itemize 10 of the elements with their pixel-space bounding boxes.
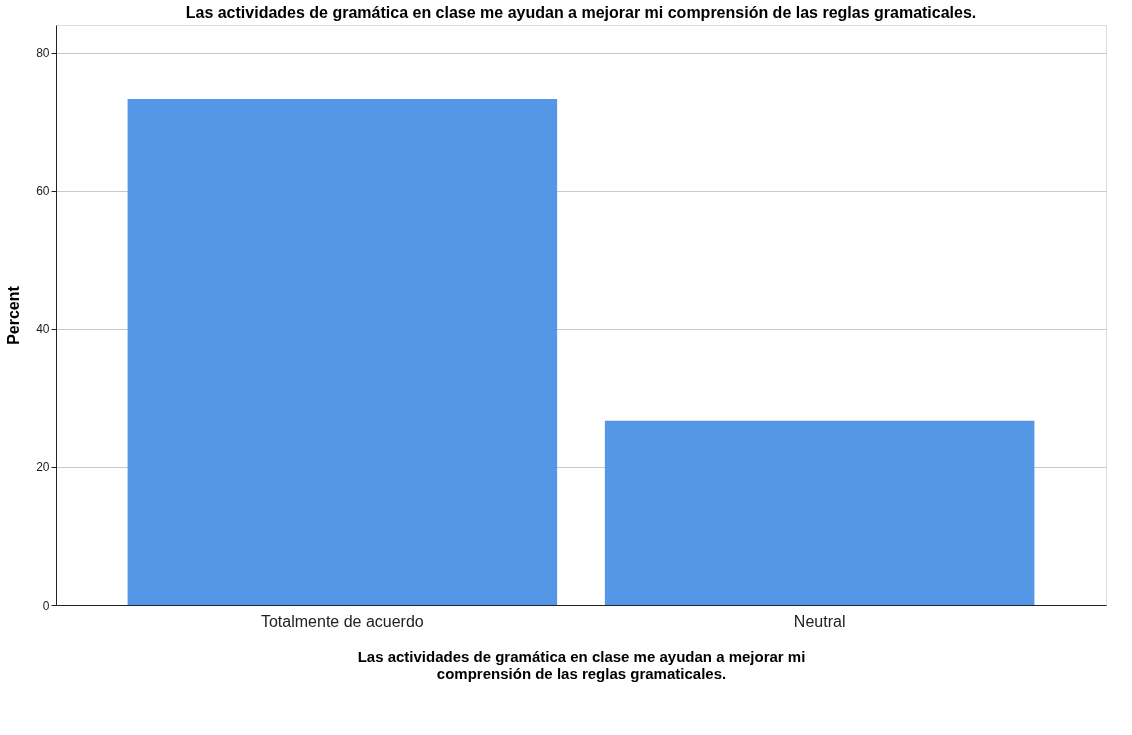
y-tick-label: 40 — [36, 322, 50, 337]
y-tick-label: 80 — [36, 46, 50, 61]
x-axis-title: Las actividades de gramática en clase me ayudan a mejorar mi comprensión de las reglas gramaticales. — [357, 647, 806, 682]
chart-title: Las actividades de gramática en clase me ayudan a mejorar mi comprensión de las reglas gramaticales. — [185, 4, 977, 21]
x-tick-label: Totalmente de acuerdo — [260, 612, 424, 630]
y-tick-label: 0 — [42, 598, 50, 613]
y-tick-label: 60 — [36, 184, 50, 199]
y-axis-title: Percent — [5, 285, 23, 345]
y-tick-label: 20 — [36, 460, 50, 475]
x-tick-label: Neutral — [793, 612, 846, 630]
